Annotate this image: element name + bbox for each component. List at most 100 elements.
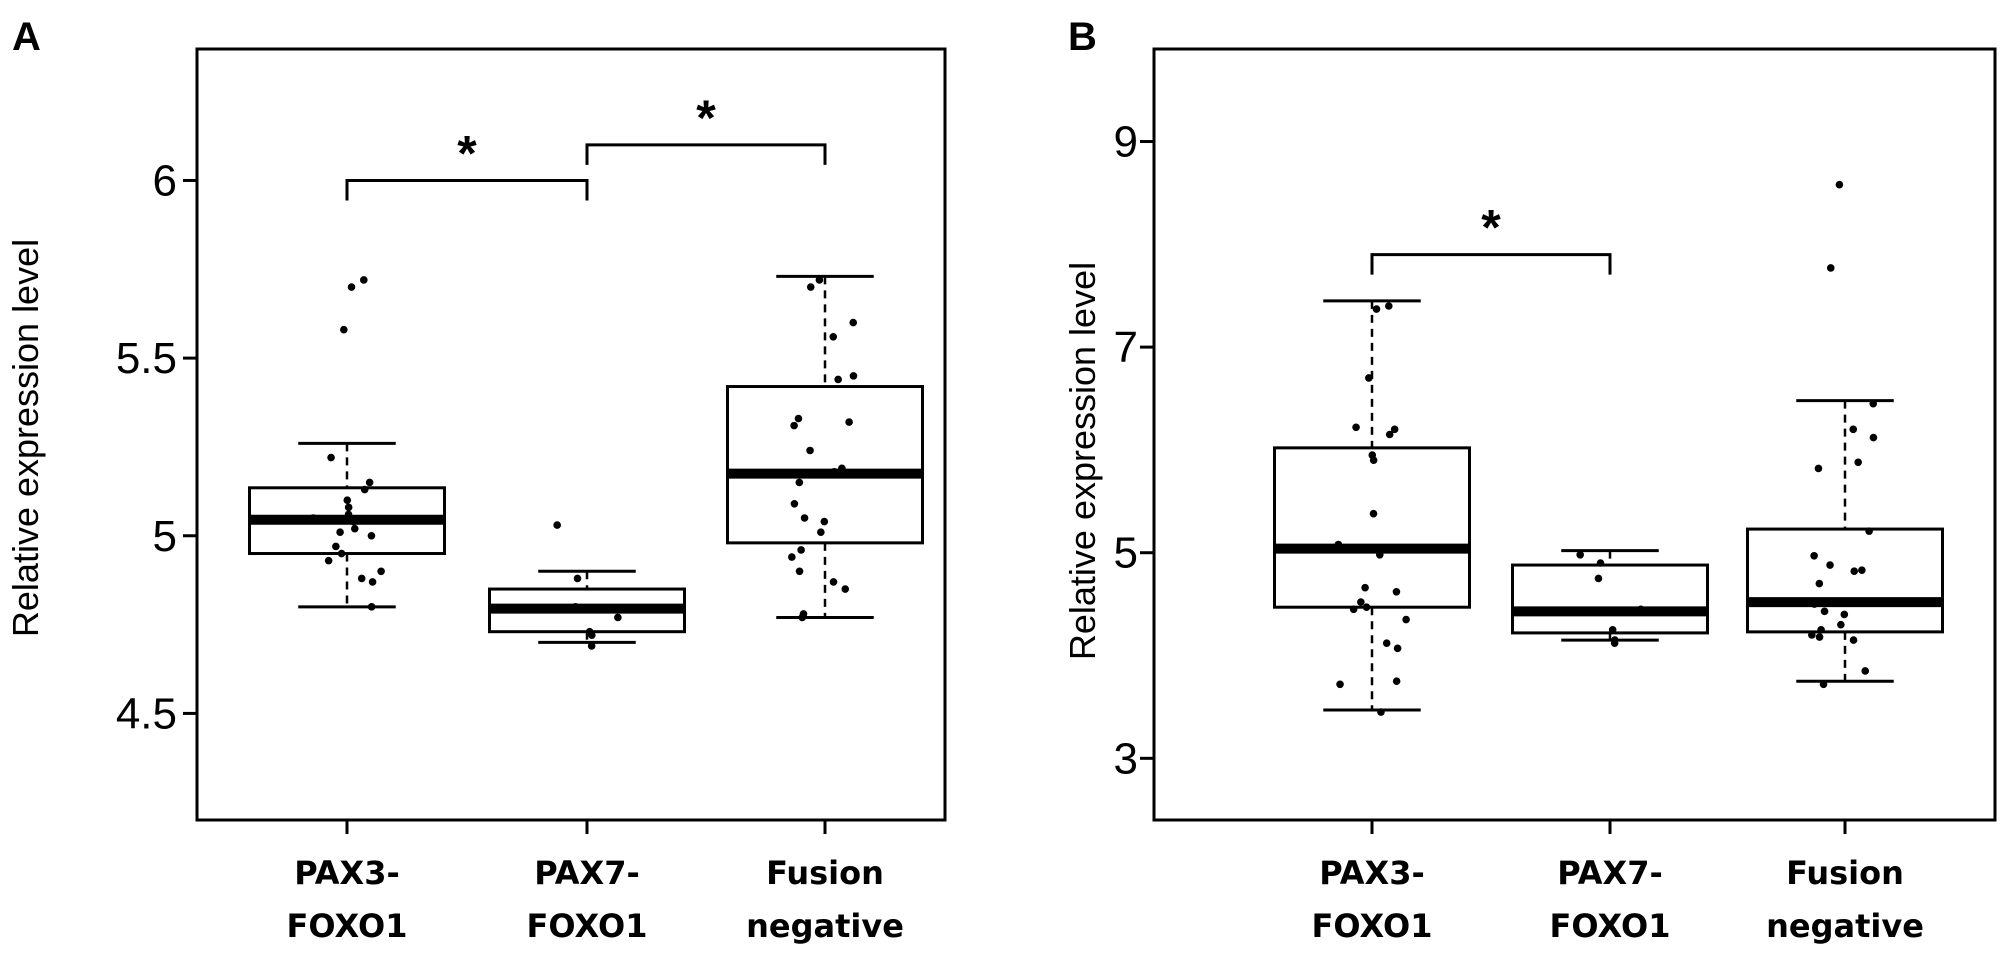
data-point (332, 542, 340, 551)
data-point (1352, 423, 1360, 432)
box-2 (1511, 549, 1709, 647)
significance-bracket (1370, 253, 1612, 275)
data-point (788, 553, 796, 561)
y-tick-label: 5 (153, 512, 177, 561)
panel-b: B 3 5 7 9 Relative expression level PAX3- FOXO1… (1062, 15, 1997, 945)
data-point (367, 603, 376, 611)
data-point (350, 524, 359, 533)
data-point (1837, 620, 1845, 629)
data-point (790, 421, 798, 430)
category-label: FOXO1 (1312, 907, 1433, 945)
data-point (795, 478, 804, 487)
data-point (1375, 550, 1384, 559)
panel-a: A 4.5 5 5.5 6 Relative expression level PAX3- F… (5, 15, 947, 945)
category-label: Fusion (1786, 854, 1904, 892)
box-3 (1746, 180, 1944, 689)
data-point (1865, 527, 1873, 535)
box-3 (726, 274, 924, 622)
data-point (845, 418, 853, 426)
data-point (838, 464, 846, 473)
data-point (360, 276, 368, 284)
panel-letter: A (12, 15, 41, 59)
data-point (1861, 667, 1870, 675)
data-point (1576, 550, 1584, 559)
data-point (806, 283, 815, 291)
data-point (1390, 425, 1399, 434)
data-point (588, 631, 596, 640)
category-label: negative (746, 907, 904, 945)
panel-letter: B (1068, 15, 1097, 59)
data-point (829, 578, 838, 586)
box-2 (488, 521, 686, 650)
data-point (327, 453, 335, 462)
data-point (1377, 708, 1385, 716)
box-iqr (726, 385, 924, 545)
category-label: FOXO1 (287, 907, 408, 945)
box-iqr (1511, 563, 1709, 635)
data-point (1362, 603, 1371, 612)
data-point (1392, 677, 1401, 686)
significance-bracket (345, 178, 589, 201)
data-point (1336, 680, 1344, 689)
data-point (1596, 559, 1605, 567)
data-point (1810, 552, 1818, 560)
data-point (1349, 605, 1358, 614)
data-point (790, 499, 799, 508)
data-point (1810, 600, 1819, 608)
significance-marker: * (457, 125, 477, 181)
data-point (340, 325, 348, 334)
data-point (349, 517, 358, 526)
data-point (1814, 464, 1823, 473)
data-point (800, 514, 809, 522)
data-point (344, 510, 353, 519)
data-point (849, 318, 858, 327)
box-1 (1273, 299, 1471, 716)
data-point (357, 574, 366, 583)
data-point (795, 567, 804, 576)
data-point (1826, 561, 1834, 569)
data-point (797, 546, 805, 554)
data-point (817, 528, 825, 537)
data-point (1334, 540, 1343, 549)
data-point (1385, 430, 1394, 439)
data-point (1392, 587, 1401, 596)
data-point (1369, 509, 1378, 518)
y-tick-label: 5.5 (116, 334, 177, 383)
plot-frame (195, 47, 947, 822)
data-point (1820, 607, 1829, 616)
data-point (368, 578, 377, 586)
y-tick-label: 5 (1114, 529, 1138, 578)
plot-frame (1152, 47, 1997, 822)
category-label: PAX3- (294, 854, 400, 892)
data-point (1817, 626, 1825, 634)
data-point (1854, 458, 1862, 467)
category-label: PAX7- (1557, 854, 1663, 892)
box-1 (248, 276, 446, 611)
data-point (614, 613, 622, 622)
significance-bracket (585, 143, 827, 165)
category-label: PAX3- (1319, 854, 1425, 892)
y-tick-label: 6 (153, 156, 177, 205)
significance-marker: * (696, 90, 716, 146)
data-point (377, 567, 385, 576)
data-point (829, 332, 838, 341)
data-point (571, 603, 580, 611)
data-point (1849, 425, 1858, 434)
data-point (1815, 579, 1824, 588)
data-point (336, 528, 344, 537)
data-point (1365, 374, 1373, 382)
data-point (573, 574, 582, 583)
data-point (1372, 305, 1381, 313)
data-point (1594, 574, 1603, 583)
data-point (830, 468, 839, 476)
data-point (324, 556, 333, 565)
data-point (806, 446, 814, 455)
data-point (1808, 631, 1816, 639)
category-label: negative (1766, 907, 1924, 945)
data-point (344, 503, 353, 512)
y-tick-label: 3 (1114, 734, 1138, 783)
data-point (343, 496, 352, 505)
data-point (587, 642, 596, 650)
data-point (1869, 433, 1878, 442)
